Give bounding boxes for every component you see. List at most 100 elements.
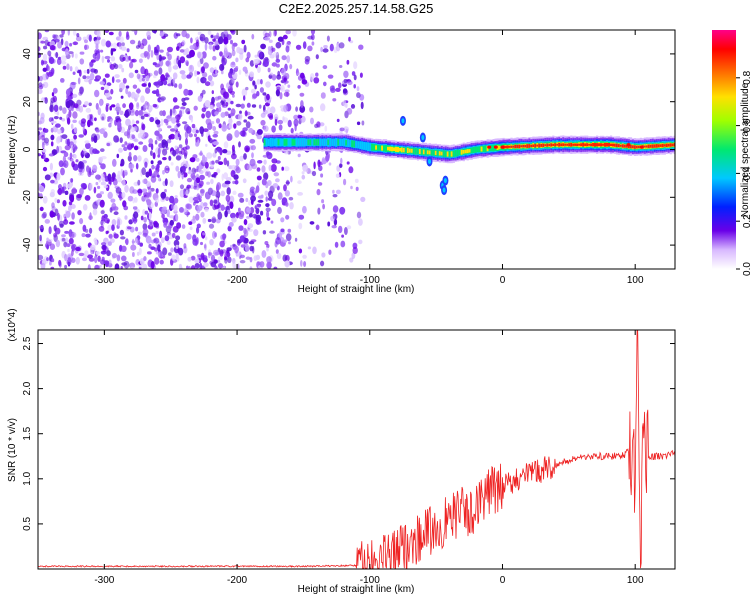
heatmap-cell bbox=[135, 162, 139, 170]
heatmap-cell bbox=[554, 143, 557, 147]
heatmap-cell bbox=[165, 146, 169, 151]
heatmap-cell bbox=[350, 104, 356, 109]
heatmap-cell bbox=[189, 226, 193, 231]
heatmap-cell bbox=[145, 171, 150, 178]
heatmap-cell bbox=[134, 237, 139, 245]
heatmap-cell bbox=[168, 215, 175, 219]
heatmap-cell bbox=[99, 220, 106, 225]
heatmap-cell bbox=[222, 149, 228, 154]
heatmap-cell bbox=[44, 30, 50, 33]
heatmap-cell bbox=[361, 141, 364, 150]
heatmap-cell bbox=[108, 122, 112, 128]
heatmap-cell bbox=[190, 265, 196, 269]
heatmap-cell bbox=[296, 72, 302, 76]
heatmap-cell bbox=[228, 222, 234, 227]
heatmap-cell bbox=[41, 134, 45, 141]
heatmap-cell bbox=[53, 224, 57, 232]
heatmap-cell bbox=[140, 215, 144, 221]
heatmap-cell bbox=[217, 211, 223, 220]
heatmap-cell bbox=[142, 232, 148, 237]
heatmap-cell bbox=[248, 200, 251, 206]
heatmap-cell bbox=[128, 55, 131, 61]
heatmap-cell bbox=[58, 160, 64, 168]
heatmap-cell bbox=[197, 31, 202, 36]
heatmap-cell bbox=[119, 137, 123, 144]
heatmap-cell bbox=[156, 163, 160, 170]
heatmap-cell bbox=[254, 54, 259, 58]
heatmap-cell bbox=[38, 135, 41, 141]
heatmap-cell bbox=[224, 180, 231, 185]
heatmap-cell bbox=[68, 110, 72, 118]
heatmap-cell bbox=[68, 201, 73, 206]
heatmap-cell bbox=[610, 143, 613, 146]
heatmap-cell bbox=[522, 144, 525, 148]
heatmap-cell bbox=[211, 96, 215, 104]
x-tick-label: -300 bbox=[94, 575, 114, 586]
heatmap-cell bbox=[258, 104, 262, 109]
heatmap-cell bbox=[144, 210, 149, 215]
heatmap-cell bbox=[284, 260, 290, 268]
heatmap-cell bbox=[204, 37, 209, 44]
heatmap-cell bbox=[74, 66, 79, 72]
heatmap-cell bbox=[121, 67, 125, 73]
heatmap-cell bbox=[239, 110, 242, 115]
heatmap-cell bbox=[53, 116, 59, 120]
heatmap-cell bbox=[63, 241, 68, 248]
heatmap-cell bbox=[186, 233, 192, 240]
heatmap-cell bbox=[222, 266, 226, 269]
heatmap-cell bbox=[354, 178, 359, 183]
heatmap-cell bbox=[52, 34, 56, 39]
heatmap-cell bbox=[661, 143, 664, 148]
heatmap-cell bbox=[220, 112, 226, 118]
heatmap-cell bbox=[226, 136, 233, 141]
heatmap-cell bbox=[178, 144, 183, 149]
heatmap-cell bbox=[330, 215, 336, 222]
heatmap-cell bbox=[257, 160, 263, 164]
heatmap-cell bbox=[201, 113, 206, 119]
heatmap-cell bbox=[586, 143, 589, 147]
heatmap-cell bbox=[188, 265, 191, 269]
heatmap-cell bbox=[484, 145, 487, 153]
heatmap-cell bbox=[160, 96, 166, 101]
heatmap-cell bbox=[218, 123, 222, 129]
heatmap-cell bbox=[239, 235, 245, 242]
heatmap-cell bbox=[246, 215, 250, 219]
heatmap-cell bbox=[213, 199, 218, 204]
heatmap-cell bbox=[173, 105, 180, 109]
heatmap-cell bbox=[119, 82, 125, 91]
heatmap-cell bbox=[113, 232, 117, 237]
heatmap-cell bbox=[438, 151, 441, 156]
heatmap-cell bbox=[256, 219, 262, 225]
heatmap-cell bbox=[349, 40, 354, 44]
heatmap-cell bbox=[110, 176, 115, 182]
heatmap-cell bbox=[173, 204, 178, 212]
heatmap-cell bbox=[321, 138, 324, 146]
heatmap-cell bbox=[156, 53, 160, 61]
heatmap-cell bbox=[343, 78, 348, 84]
heatmap-cell bbox=[84, 44, 88, 50]
heatmap-cell bbox=[202, 232, 206, 236]
heatmap-cell bbox=[300, 260, 303, 267]
heatmap-cell bbox=[487, 145, 492, 149]
heatmap-cell bbox=[140, 66, 145, 75]
heatmap-cell bbox=[98, 156, 103, 163]
heatmap-cell bbox=[185, 189, 189, 196]
heatmap-cell bbox=[211, 160, 215, 165]
heatmap-cell bbox=[96, 193, 102, 199]
heatmap-cell bbox=[170, 247, 174, 253]
heatmap-cell bbox=[189, 45, 195, 50]
heatmap-cell bbox=[468, 149, 471, 153]
heatmap-cell bbox=[181, 102, 187, 106]
heatmap-cell bbox=[163, 33, 169, 38]
heatmap-cell bbox=[369, 142, 372, 152]
heatmap-cell bbox=[232, 180, 236, 185]
heatmap-cell bbox=[49, 261, 52, 266]
colorbar-ticks: 0.0 0.2 0.4 0.6 0.8 bbox=[736, 70, 750, 276]
heatmap-cell bbox=[64, 216, 67, 222]
heatmap-cell bbox=[132, 197, 136, 204]
heatmap-cell bbox=[621, 144, 625, 148]
heatmap-cell bbox=[119, 245, 122, 252]
heatmap-cell bbox=[38, 130, 41, 136]
heatmap-cell bbox=[39, 206, 44, 212]
heatmap-cell bbox=[229, 69, 236, 75]
